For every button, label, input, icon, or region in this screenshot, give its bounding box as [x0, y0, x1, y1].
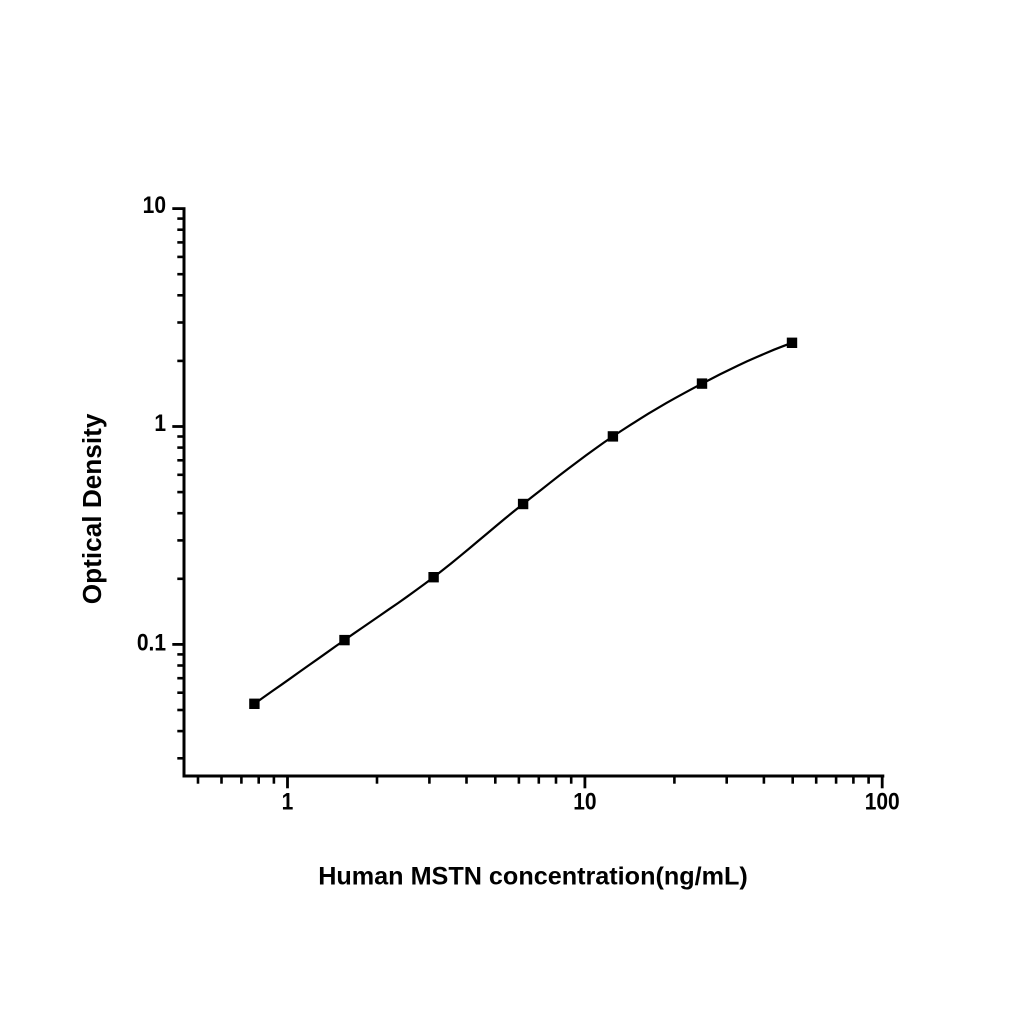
svg-text:Human MSTN concentration(ng/mL: Human MSTN concentration(ng/mL)	[318, 862, 748, 890]
svg-text:10: 10	[573, 788, 596, 815]
svg-text:1: 1	[154, 410, 166, 437]
svg-text:1: 1	[282, 788, 294, 815]
svg-text:10: 10	[143, 192, 166, 219]
svg-text:0.1: 0.1	[137, 629, 166, 656]
svg-text:Optical Density: Optical Density	[77, 413, 107, 604]
svg-text:100: 100	[865, 788, 900, 815]
